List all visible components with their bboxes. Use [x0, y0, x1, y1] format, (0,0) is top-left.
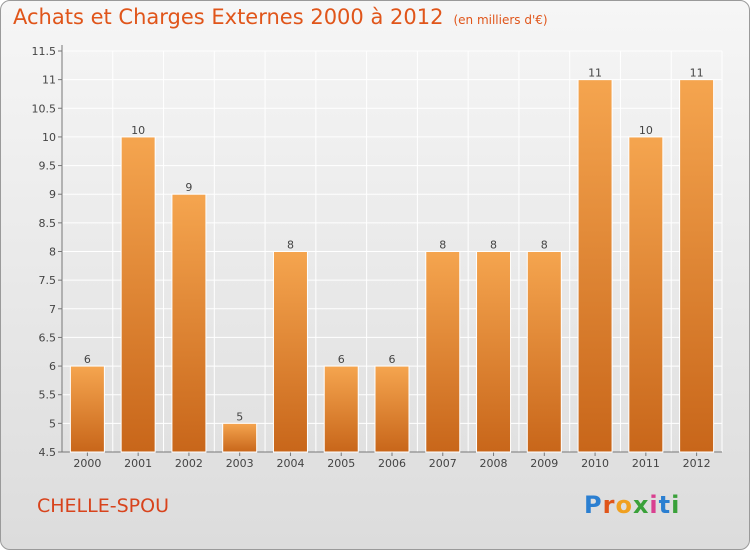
bar-value-label: 8: [541, 239, 548, 252]
bar-value-label: 6: [84, 353, 91, 366]
x-tick-label: 2001: [124, 457, 152, 470]
bar-2005: [323, 365, 359, 453]
y-tick-label: 4.5: [39, 446, 57, 459]
bar-value-label: 8: [287, 239, 294, 252]
y-tick-label: 6.5: [39, 331, 57, 344]
labels: 4.5 5 5.5 6 6.5 7 7.5 8 8.5 9 9.5 10 10.5 11 11.5 6 2000…: [32, 45, 711, 470]
y-tick-label: 6: [49, 360, 56, 373]
bar-value-label: 8: [490, 239, 497, 252]
bar-value-label: 11: [588, 67, 602, 80]
x-tick-label: 2002: [175, 457, 203, 470]
x-tick-label: 2009: [530, 457, 558, 470]
x-tick-label: 2004: [276, 457, 304, 470]
bar-value-label: 11: [690, 67, 704, 80]
x-tick-label: 2006: [378, 457, 406, 470]
bars: [69, 79, 715, 453]
bar-2000: [69, 365, 105, 453]
y-tick-label: 5: [49, 417, 56, 430]
y-tick-label: 9: [49, 188, 56, 201]
bar-2009: [526, 251, 562, 453]
y-tick-label: 11.5: [32, 45, 57, 58]
bar-value-label: 6: [338, 353, 345, 366]
x-tick-label: 2012: [683, 457, 711, 470]
bar-value-label: 10: [639, 124, 653, 137]
x-tick-label: 2011: [632, 457, 660, 470]
x-tick-label: 2007: [429, 457, 457, 470]
x-tick-label: 2003: [226, 457, 254, 470]
bar-2011: [628, 136, 664, 453]
commune-name: CHELLE-SPOU: [37, 495, 169, 517]
y-tick-label: 10.5: [32, 102, 57, 115]
bar-value-label: 10: [131, 124, 145, 137]
x-tick-label: 2008: [480, 457, 508, 470]
y-tick-label: 10: [42, 131, 56, 144]
bar-value-label: 5: [236, 410, 243, 423]
x-tick-label: 2010: [581, 457, 609, 470]
bar-2001: [120, 136, 156, 453]
chart-subtitle: (en milliers d'€): [453, 13, 548, 27]
y-tick-label: 7.5: [39, 274, 57, 287]
y-tick-label: 8.5: [39, 217, 57, 230]
y-tick-label: 5.5: [39, 389, 57, 402]
bar-value-label: 9: [185, 181, 192, 194]
bar-value-label: 6: [389, 353, 396, 366]
bar-2010: [577, 79, 613, 453]
x-tick-label: 2005: [327, 457, 355, 470]
y-tick-label: 8: [49, 246, 56, 259]
chart-title: Achats et Charges Externes 2000 à 2012: [13, 5, 444, 29]
bar-2008: [476, 251, 512, 453]
x-tick-label: 2000: [73, 457, 101, 470]
bar-2012: [679, 79, 715, 453]
bar-value-label: 8: [439, 239, 446, 252]
bar-2006: [374, 365, 410, 453]
proxiti-logo[interactable]: Proxiti: [584, 491, 681, 519]
bar-2002: [171, 193, 207, 453]
title-block: Achats et Charges Externes 2000 à 2012 (e…: [13, 5, 548, 29]
bar-2007: [425, 251, 461, 453]
bar-2004: [272, 251, 308, 453]
y-tick-label: 7: [49, 303, 56, 316]
bar-2003: [222, 422, 258, 453]
y-tick-label: 9.5: [39, 160, 57, 173]
y-tick-label: 11: [42, 74, 56, 87]
